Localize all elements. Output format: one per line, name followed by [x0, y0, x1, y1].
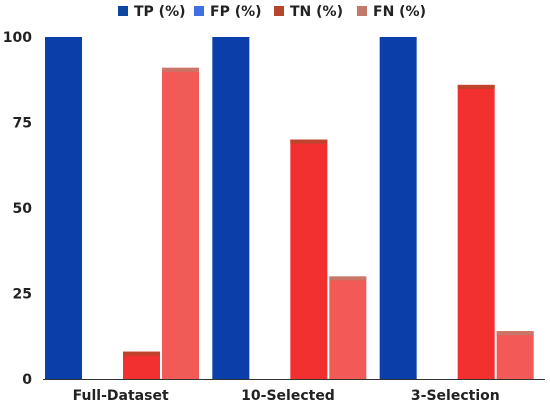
- y-tick-label: 25: [13, 287, 32, 303]
- bar-tp-full-dataset: [45, 37, 82, 379]
- legend-item-tp: TP (%): [118, 4, 186, 20]
- legend-label: FN (%): [373, 4, 426, 20]
- bar-group-10-selected: [212, 37, 367, 379]
- legend-item-fp: FP (%): [194, 4, 262, 20]
- x-tick-label: 10-Selected: [241, 388, 335, 404]
- legend-item-fn: FN (%): [357, 4, 426, 20]
- bar-group-3-selection: [379, 37, 534, 379]
- bars: [45, 37, 534, 379]
- bar-cap-tn-10-selected: [290, 139, 328, 144]
- legend-swatch: [194, 6, 204, 16]
- bar-tn-full-dataset: [123, 351, 160, 379]
- bar-group-full-dataset: [45, 37, 199, 379]
- y-tick-label: 50: [13, 201, 33, 217]
- legend-label: FP (%): [210, 4, 262, 20]
- y-axis: 0 25 50 75 100: [3, 30, 32, 388]
- y-tick-label: 75: [13, 116, 32, 132]
- bar-tp-3-selection: [379, 37, 417, 379]
- bar-cap-fn-3-selection: [496, 331, 534, 336]
- x-axis: Full-Dataset 10-Selected 3-Selection: [43, 379, 545, 404]
- bar-fn-10-selected: [329, 276, 367, 379]
- bar-tp-10-selected: [212, 37, 250, 379]
- legend: TP (%) FP (%) TN (%) FN (%): [118, 4, 426, 20]
- legend-item-tn: TN (%): [274, 4, 343, 20]
- legend-swatch: [357, 6, 367, 16]
- y-tick-label: 100: [3, 30, 32, 46]
- legend-swatch: [118, 6, 128, 16]
- legend-swatch: [274, 6, 284, 16]
- bar-tn-3-selection: [457, 84, 495, 379]
- bar-fn-full-dataset: [162, 67, 199, 379]
- bar-fn-3-selection: [496, 331, 534, 379]
- bar-cap-tn-3-selection: [457, 84, 495, 89]
- bar-cap-fn-10-selected: [329, 276, 367, 281]
- legend-label: TN (%): [290, 4, 343, 20]
- legend-label: TP (%): [134, 4, 186, 20]
- bar-tn-10-selected: [290, 139, 328, 379]
- x-tick-label: 3-Selection: [411, 388, 500, 404]
- bar-cap-fn-full-dataset: [162, 67, 199, 72]
- bar-cap-tn-full-dataset: [123, 351, 160, 356]
- y-tick-label: 0: [22, 372, 32, 388]
- x-tick-label: Full-Dataset: [73, 388, 169, 404]
